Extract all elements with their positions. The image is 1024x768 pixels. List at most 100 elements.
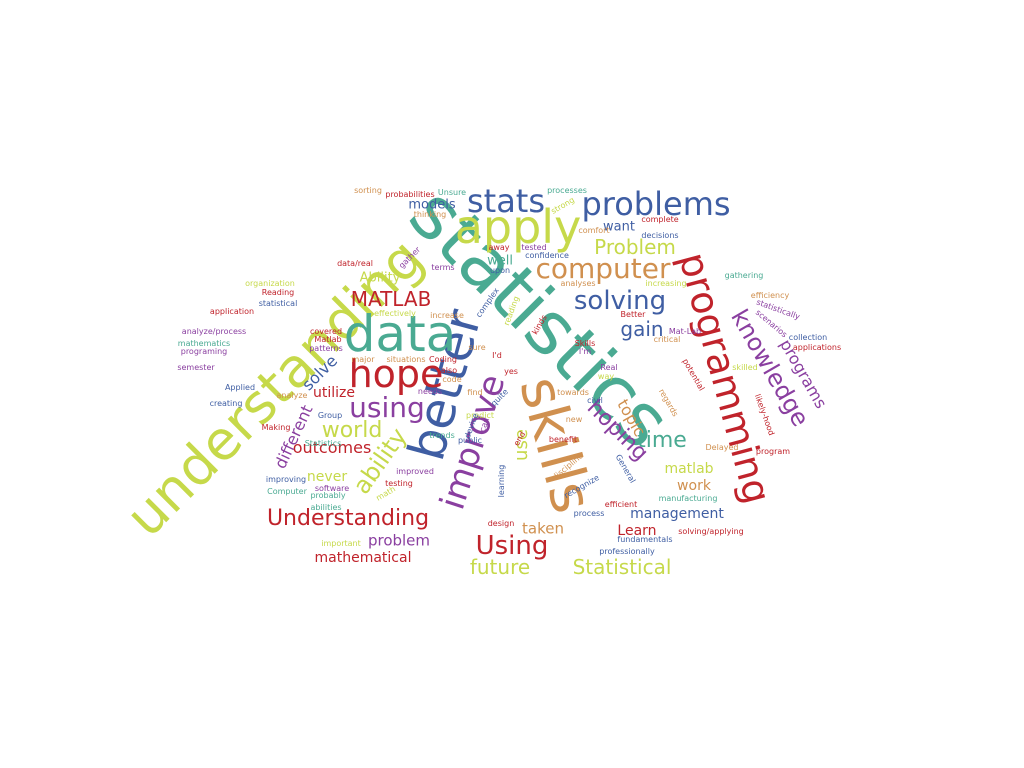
cloud-word: solving/applying (678, 527, 744, 536)
cloud-word: towards (557, 388, 589, 397)
cloud-word: Better (620, 310, 646, 319)
cloud-word: applications (792, 343, 842, 352)
cloud-word: way (597, 372, 615, 381)
cloud-word: software (314, 484, 350, 493)
cloud-word: outcomes (292, 438, 372, 457)
cloud-word: models (408, 197, 456, 213)
cloud-word: abilities (310, 503, 342, 512)
cloud-word: processes (547, 186, 587, 195)
cloud-word: testing (385, 479, 413, 488)
cloud-word: gathering (724, 271, 764, 280)
cloud-word: probabilities (385, 190, 435, 199)
cloud-word: increase (430, 311, 464, 320)
cloud-word: improving (265, 475, 307, 484)
cloud-word: also (440, 366, 458, 375)
cloud-word: analyze (276, 391, 308, 400)
cloud-word: fundamentals (617, 535, 673, 544)
cloud-word: apply (454, 200, 582, 254)
cloud-word: gain (620, 317, 664, 341)
cloud-word: I'm (578, 347, 592, 356)
cloud-word: Delayed (705, 443, 739, 452)
cloud-word: decisions (641, 231, 679, 240)
cloud-word: professionally (599, 547, 655, 556)
cloud-word: Coding (429, 355, 457, 364)
cloud-word: Statistics (304, 439, 342, 448)
cloud-word: never (306, 469, 348, 485)
cloud-word: improved (396, 467, 434, 476)
cloud-word: code (442, 375, 462, 384)
cloud-word: design (487, 519, 515, 528)
cloud-word: benefit (548, 435, 578, 444)
cloud-word: yes (504, 367, 518, 376)
cloud-word: Mat-Lab (668, 327, 702, 336)
cloud-word: civil (587, 396, 603, 405)
cloud-word: predict (466, 411, 494, 420)
cloud-word: creating (209, 399, 243, 408)
cloud-word: increasing (645, 279, 687, 288)
cloud-word: taken (522, 519, 564, 538)
cloud-word: Group (317, 411, 343, 420)
cloud-word: terms (431, 263, 455, 272)
cloud-word: semester (177, 363, 215, 372)
cloud-word: work (677, 478, 711, 494)
cloud-word: organization (245, 279, 295, 288)
cloud-word: well (487, 253, 513, 269)
cloud-word: major (351, 355, 375, 364)
cloud-word: Using (475, 531, 549, 561)
cloud-word: solving (573, 286, 667, 316)
cloud-word: statistical (258, 299, 298, 308)
cloud-word: Real (600, 363, 618, 372)
cloud-word: data/real (337, 259, 373, 268)
cloud-word: away (488, 243, 510, 252)
cloud-word: problems (581, 185, 731, 223)
cloud-word: computer (535, 252, 671, 285)
cloud-word: Understanding (266, 506, 430, 531)
cloud-word: comfort (578, 226, 610, 235)
cloud-word: patterns (309, 344, 343, 353)
cloud-word: Learn (617, 523, 657, 539)
cloud-word: efficiency (750, 291, 790, 300)
cloud-word: process (573, 509, 605, 518)
cloud-word: management (630, 506, 724, 522)
cloud-word: program (755, 447, 791, 456)
cloud-word: learning (497, 464, 506, 498)
cloud-word: Computer (267, 487, 307, 496)
cloud-word: Problem (594, 235, 676, 259)
cloud-word: public (457, 436, 483, 445)
cloud-word: analyses (560, 279, 596, 288)
cloud-word: Ability (359, 270, 401, 286)
cloud-word: Matlab (314, 335, 342, 344)
cloud-word: stats (466, 182, 546, 220)
cloud-word: Statistical (572, 555, 672, 579)
cloud-word: Unsure (437, 188, 467, 197)
cloud-word: world (321, 418, 383, 443)
cloud-word: probably (310, 491, 346, 500)
cloud-word: mathematics (177, 339, 231, 348)
cloud-word: trends (429, 431, 455, 440)
cloud-word: sure (468, 343, 486, 352)
cloud-word: critical (653, 335, 681, 344)
cloud-word: efficient (604, 500, 638, 509)
cloud-word: mathematical (314, 550, 412, 566)
cloud-word: matlab (664, 461, 714, 477)
cloud-word: situations (386, 355, 426, 364)
cloud-word: complete (641, 215, 679, 224)
cloud-word: effectively (374, 309, 416, 318)
cloud-word: upon (489, 266, 511, 275)
cloud-word: covered (309, 327, 343, 336)
cloud-word: data (343, 305, 457, 363)
cloud-word: Reading (261, 288, 295, 297)
cloud-word: I'd (492, 351, 502, 360)
cloud-word: collection (788, 333, 828, 342)
cloud-word: programing (180, 347, 228, 356)
cloud-word: sorting (354, 186, 382, 195)
cloud-word: application (209, 307, 255, 316)
cloud-word: skilled (732, 363, 758, 372)
cloud-word: time (637, 428, 687, 453)
cloud-word: using (349, 391, 425, 424)
cloud-word: needs (417, 387, 443, 396)
cloud-word: Applied (224, 383, 256, 392)
cloud-word: thinking (413, 210, 447, 219)
cloud-word: analyze/process (181, 327, 247, 336)
